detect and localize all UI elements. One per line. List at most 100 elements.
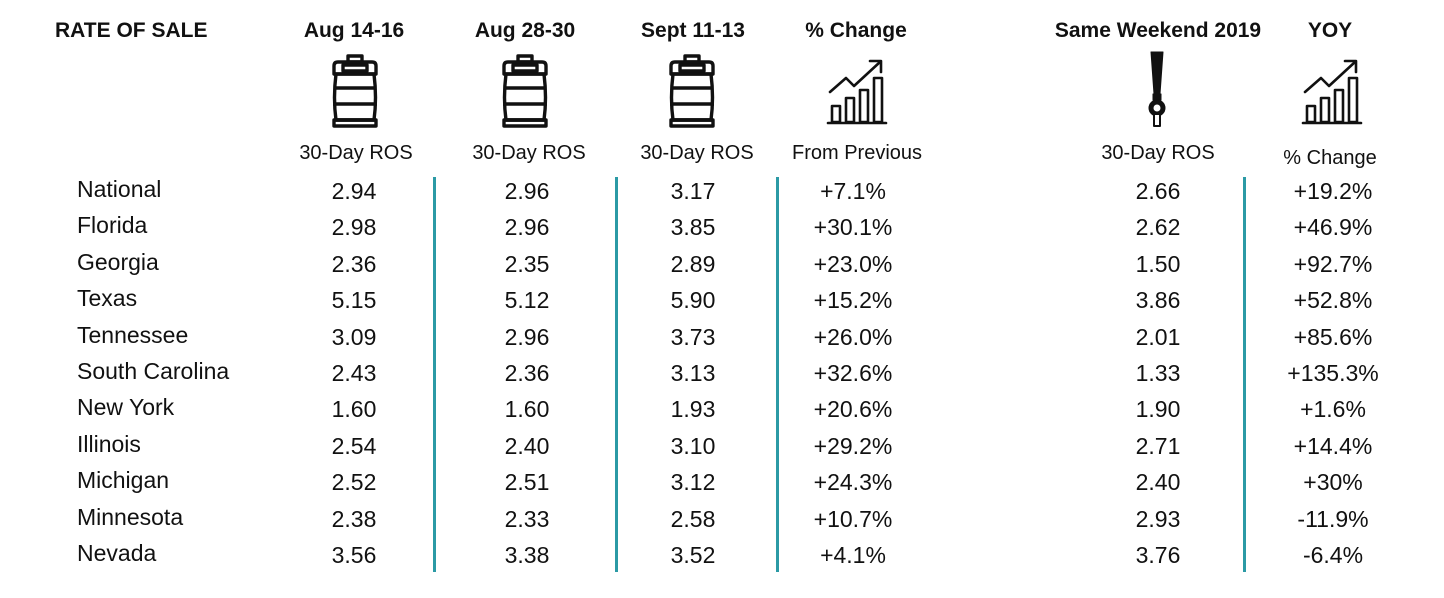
table-cell: 2.96 bbox=[504, 214, 550, 241]
row-label: Nevada bbox=[77, 540, 157, 566]
growth-chart-icon bbox=[1301, 59, 1363, 125]
table-cell: +20.6% bbox=[813, 396, 893, 423]
table-cell: 2.40 bbox=[1135, 469, 1181, 496]
table-cell: 3.86 bbox=[1135, 287, 1181, 314]
col-header-pct-change: % Change bbox=[805, 19, 907, 42]
table-cell: -11.9% bbox=[1297, 505, 1369, 532]
table-cell: +24.3% bbox=[813, 469, 893, 496]
table-cell: +30% bbox=[1303, 469, 1363, 496]
table-cell: 2.38 bbox=[331, 505, 377, 532]
table-cell: 2.96 bbox=[504, 323, 550, 350]
col-header-aug-28-30: Aug 28-30 bbox=[474, 19, 576, 42]
row-label: Michigan bbox=[77, 467, 170, 494]
col-header-same-weekend-2019: Same Weekend 2019 bbox=[1054, 19, 1262, 42]
table-cell: +14.4% bbox=[1293, 432, 1373, 459]
col-subheader-aug-28-30: 30-Day ROS bbox=[472, 142, 586, 164]
row-label: Georgia bbox=[77, 248, 159, 275]
table-cell: 1.60 bbox=[331, 396, 377, 423]
table-cell: 3.73 bbox=[670, 323, 716, 350]
table-cell: 5.90 bbox=[670, 287, 716, 314]
table-cell: +85.6% bbox=[1293, 323, 1373, 350]
row-label: Texas bbox=[77, 285, 138, 312]
beer-tap-icon bbox=[1148, 51, 1166, 127]
table-cell: 2.01 bbox=[1135, 323, 1181, 350]
table-cell: 2.94 bbox=[331, 178, 377, 204]
col-subheader-sept-11-13: 30-Day ROS bbox=[640, 142, 754, 164]
table-cell: 2.35 bbox=[504, 250, 550, 277]
table-cell: 2.98 bbox=[331, 214, 377, 241]
table-cell: +92.7% bbox=[1293, 250, 1373, 277]
table-cell: 2.40 bbox=[504, 432, 550, 459]
table-cell: +26.0% bbox=[813, 323, 893, 350]
table-cell: 3.52 bbox=[670, 542, 716, 568]
col-subheader-same-weekend-2019: 30-Day ROS bbox=[1101, 142, 1215, 164]
table-cell: 2.36 bbox=[504, 360, 550, 386]
table-cell: +1.6% bbox=[1300, 396, 1366, 423]
table-cell: 1.93 bbox=[670, 396, 716, 423]
table-cell: +19.2% bbox=[1293, 178, 1373, 204]
table-cell: 1.90 bbox=[1135, 396, 1181, 423]
row-label: South Carolina bbox=[77, 358, 230, 384]
growth-chart-icon bbox=[826, 59, 888, 125]
table-cell: 3.85 bbox=[670, 214, 716, 241]
row-label: Florida bbox=[77, 212, 148, 239]
table-cell: 3.17 bbox=[670, 178, 716, 204]
keg-icon bbox=[332, 54, 378, 128]
table-cell: 2.36 bbox=[331, 250, 377, 277]
row-label: Minnesota bbox=[77, 503, 184, 530]
table-cell: +135.3% bbox=[1287, 360, 1379, 386]
table-cell: +29.2% bbox=[813, 432, 893, 459]
row-label: New York bbox=[77, 394, 175, 421]
table-cell: 3.09 bbox=[331, 323, 377, 350]
table-cell: 3.38 bbox=[504, 542, 550, 568]
table-cell: 2.33 bbox=[504, 505, 550, 532]
table-cell: 3.13 bbox=[670, 360, 716, 386]
table-title: RATE OF SALE bbox=[55, 19, 208, 42]
keg-icon bbox=[669, 54, 715, 128]
col-header-sept-11-13: Sept 11-13 bbox=[641, 19, 745, 42]
table-cell: +32.6% bbox=[813, 360, 893, 386]
table-cell: +30.1% bbox=[813, 214, 893, 241]
table-cell: 2.93 bbox=[1135, 505, 1181, 532]
column-divider bbox=[1243, 177, 1246, 572]
row-label: Tennessee bbox=[77, 321, 189, 348]
col-subheader-yoy: % Change bbox=[1283, 147, 1377, 169]
table-cell: 3.10 bbox=[670, 432, 716, 459]
col-header-aug-14-16: Aug 14-16 bbox=[303, 19, 405, 42]
table-cell: +15.2% bbox=[813, 287, 893, 314]
table-cell: +10.7% bbox=[813, 505, 893, 532]
table-cell: 2.66 bbox=[1135, 178, 1181, 204]
row-label: Illinois bbox=[77, 430, 141, 457]
table-cell: +4.1% bbox=[820, 542, 886, 568]
table-cell: 1.60 bbox=[504, 396, 550, 423]
table-cell: 2.58 bbox=[670, 505, 716, 532]
table-cell: 2.52 bbox=[331, 469, 377, 496]
table-cell: 2.43 bbox=[331, 360, 377, 386]
table-cell: 3.76 bbox=[1135, 542, 1181, 568]
table-cell: 1.33 bbox=[1135, 360, 1181, 386]
table-cell: +46.9% bbox=[1293, 214, 1373, 241]
table-cell: -6.4% bbox=[1302, 542, 1364, 568]
table-cell: +52.8% bbox=[1293, 287, 1373, 314]
table-cell: 3.56 bbox=[331, 542, 377, 568]
table-cell: 2.71 bbox=[1135, 432, 1181, 459]
table-cell: 2.51 bbox=[504, 469, 550, 496]
table-cell: 2.89 bbox=[670, 250, 716, 277]
table-cell: +23.0% bbox=[813, 250, 893, 277]
table-cell: 2.54 bbox=[331, 432, 377, 459]
table-cell: +7.1% bbox=[820, 178, 886, 204]
column-divider bbox=[433, 177, 436, 572]
keg-icon bbox=[502, 54, 548, 128]
col-subheader-aug-14-16: 30-Day ROS bbox=[299, 142, 413, 164]
column-divider bbox=[776, 177, 779, 572]
column-divider bbox=[615, 177, 618, 572]
table-cell: 1.50 bbox=[1135, 250, 1181, 277]
table-cell: 3.12 bbox=[670, 469, 716, 496]
table-cell: 2.96 bbox=[504, 178, 550, 204]
col-subheader-pct-change: From Previous bbox=[791, 142, 923, 164]
table-cell: 5.12 bbox=[504, 287, 550, 314]
table-cell: 5.15 bbox=[331, 287, 377, 314]
col-header-yoy: YOY bbox=[1307, 19, 1353, 42]
table-cell: 2.62 bbox=[1135, 214, 1181, 241]
row-label: National bbox=[77, 176, 162, 202]
